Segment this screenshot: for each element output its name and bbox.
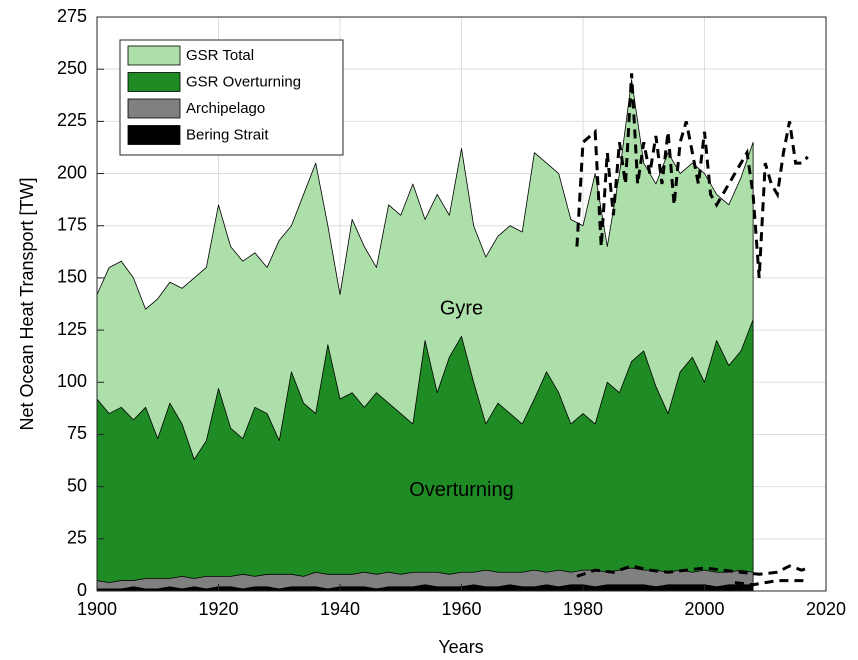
legend-label: Archipelago <box>186 100 265 117</box>
x-tick-label: 1900 <box>77 599 117 619</box>
y-tick-label: 50 <box>67 475 87 495</box>
annotation: Gyre <box>440 297 483 319</box>
area <box>96 567 754 592</box>
legend-label: Bering Strait <box>186 126 269 143</box>
x-tick-label: 2000 <box>684 599 724 619</box>
x-tick-label: 1980 <box>563 599 603 619</box>
area <box>96 319 754 592</box>
legend-swatch <box>127 125 181 145</box>
y-tick-label: 0 <box>77 580 87 600</box>
y-tick-label: 125 <box>57 319 87 339</box>
y-tick-label: 150 <box>57 267 87 287</box>
y-tick-label: 25 <box>67 528 87 548</box>
y-tick-label: 100 <box>57 371 87 391</box>
x-tick-label: 1920 <box>198 599 238 619</box>
x-tick-label: 1940 <box>320 599 360 619</box>
dashed-line <box>734 579 808 587</box>
y-tick-label: 175 <box>57 214 87 234</box>
legend-swatch <box>127 45 181 66</box>
y-tick-label: 225 <box>57 110 87 130</box>
x-tick-label: 2020 <box>806 599 846 619</box>
y-tick-label: 275 <box>57 6 87 26</box>
legend-swatch <box>127 98 181 119</box>
legend-swatch <box>127 72 181 92</box>
dashed-line <box>576 564 809 578</box>
x-tick-label: 1960 <box>441 599 481 619</box>
y-tick-label: 75 <box>67 423 87 443</box>
annotation: Overturning <box>409 479 514 501</box>
legend-label: GSR Total <box>186 47 254 64</box>
legend: GSR Total GSR Overturning Archipelago Berin… <box>119 39 344 156</box>
legend-label: GSR Overturning <box>186 73 301 90</box>
dashed-line <box>575 73 809 279</box>
y-axis-label: Net Ocean Heat Transport [TW] <box>17 177 37 430</box>
x-axis-label: Years <box>438 637 483 657</box>
y-tick-label: 200 <box>57 162 87 182</box>
y-tick-label: 250 <box>57 58 87 78</box>
area <box>96 584 754 592</box>
